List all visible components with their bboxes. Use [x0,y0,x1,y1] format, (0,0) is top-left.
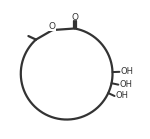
Text: O: O [71,13,78,22]
Text: OH: OH [119,80,132,89]
Text: O: O [49,22,56,31]
Text: OH: OH [115,91,128,100]
Text: OH: OH [120,67,133,76]
